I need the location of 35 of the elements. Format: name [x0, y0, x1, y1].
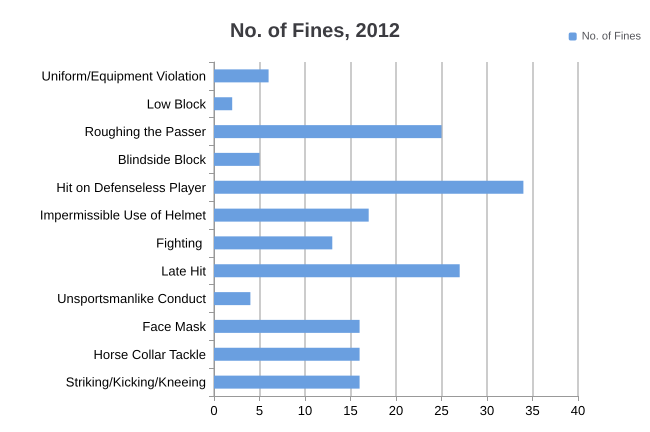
- bar: [214, 376, 360, 389]
- x-tick-label: 0: [210, 403, 218, 418]
- bar: [214, 69, 269, 82]
- chart-title: No. of Fines, 2012: [230, 20, 400, 42]
- y-tick-label: Hit on Defenseless Player: [56, 180, 207, 195]
- y-tick-label: Late Hit: [161, 263, 206, 278]
- x-tick-label: 15: [343, 403, 358, 418]
- bar: [214, 125, 442, 138]
- y-tick-label: Face Mask: [142, 318, 206, 334]
- bar: [214, 236, 332, 250]
- y-tick-label: Uniform/Equipment Violation: [41, 68, 206, 84]
- y-tick-label: Fighting: [156, 235, 206, 250]
- x-tick-label: 20: [388, 403, 404, 418]
- bar: [214, 320, 360, 333]
- legend-label: No. of Fines: [582, 30, 642, 42]
- x-tick-label: 35: [525, 403, 540, 418]
- y-tick-label: Roughing the Passer: [84, 124, 207, 140]
- x-tick-label: 30: [480, 403, 494, 418]
- bar: [214, 97, 232, 110]
- bar: [214, 152, 260, 166]
- x-tick-label: 10: [298, 403, 312, 418]
- bar: [214, 292, 250, 306]
- x-tick-label: 40: [570, 403, 586, 418]
- bar: [214, 348, 360, 361]
- bar: [214, 264, 460, 278]
- y-tick-label: Horse Collar Tackle: [94, 346, 206, 362]
- y-tick-label: Unsportsmanlike Conduct: [57, 291, 206, 306]
- x-tick-label: 5: [256, 403, 264, 418]
- bar: [214, 208, 369, 222]
- y-tick-label: Blindside Block: [118, 152, 206, 167]
- y-tick-label: Striking/Kicking/Kneeing: [66, 374, 206, 390]
- x-tick-label: 25: [434, 403, 449, 418]
- bar: [214, 180, 524, 194]
- y-tick-label: Impermissible Use of Helmet: [40, 208, 206, 223]
- y-tick-label: Low Block: [146, 96, 206, 112]
